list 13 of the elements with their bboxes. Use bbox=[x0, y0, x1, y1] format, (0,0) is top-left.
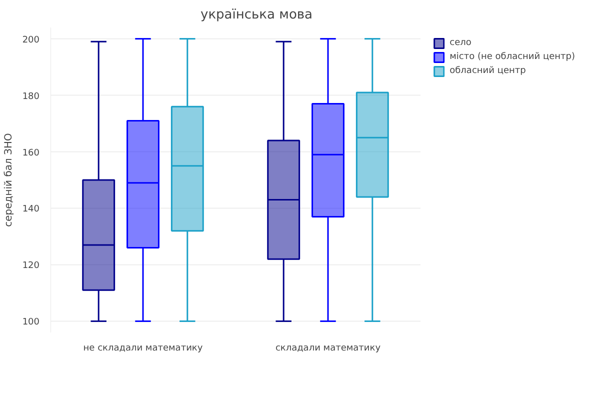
x-tick-label: складали математику bbox=[275, 344, 382, 354]
legend-label: село bbox=[450, 37, 472, 49]
legend-label: обласний центр bbox=[450, 65, 526, 77]
y-tick-label: 140 bbox=[22, 204, 40, 215]
y-tick-label: 100 bbox=[22, 318, 40, 328]
x-tick-label: не складали математику bbox=[83, 344, 204, 354]
legend-label: місто (не обласний центр) bbox=[450, 51, 575, 63]
y-tick-label: 160 bbox=[22, 148, 40, 158]
y-tick-label: 120 bbox=[22, 261, 40, 272]
y-axis-title: середній бал ЗНО bbox=[3, 133, 14, 227]
chart-title: українська мова bbox=[200, 8, 313, 22]
y-tick-label: 180 bbox=[22, 92, 40, 102]
y-tick-label: 200 bbox=[22, 35, 40, 46]
